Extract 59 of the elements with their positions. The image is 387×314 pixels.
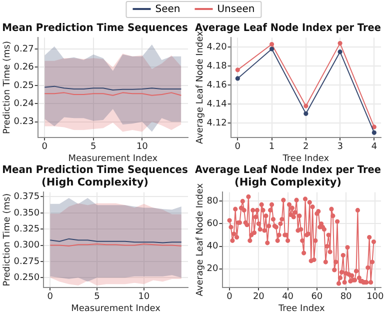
point (338, 50, 342, 54)
x-axis-title: Measurement Index (71, 304, 162, 314)
y-tick-label: 80 (206, 196, 219, 207)
point (235, 68, 240, 72)
point (304, 111, 308, 116)
x-tick-label: 20 (252, 292, 265, 302)
point (235, 76, 240, 81)
x-tick-label: 10 (138, 292, 150, 302)
x-tick-label: 0 (42, 142, 48, 152)
y-axis-title: Prediction Time (ms) (2, 41, 13, 134)
y-axis-title: Average Leaf Node Index (196, 30, 206, 144)
x-tick-label: 3 (337, 142, 343, 152)
y-tick-label: 4.12 (206, 118, 227, 128)
x-tick-label: 0 (226, 292, 233, 302)
y-tick-label: 0.25 (14, 80, 34, 91)
point (338, 41, 342, 46)
x-tick-label: 100 (366, 292, 384, 302)
chart-title: Mean Prediction Time Sequences (2, 22, 188, 34)
y-tick-label: 0.24 (14, 98, 34, 109)
y-tick-label: 40 (206, 242, 219, 252)
x-tick-label: 5 (90, 142, 96, 152)
x-tick-label: 1 (268, 142, 275, 152)
y-tick-label: 20 (206, 264, 219, 274)
x-tick-label: 0 (234, 142, 241, 152)
y-axis-title: Average Leaf Node Index (196, 182, 206, 296)
x-tick-label: 4 (371, 142, 378, 152)
y-tick-label: 60 (206, 219, 219, 230)
x-tick-label: 60 (311, 292, 323, 302)
legend-label: Seen (154, 4, 180, 15)
x-axis-title: Measurement Index (68, 154, 158, 164)
x-axis-title: Tree Index (282, 154, 330, 164)
x-tick-label: 10 (136, 142, 148, 152)
y-axis-title: Prediction Time (ms) (2, 193, 13, 286)
point (372, 124, 376, 130)
y-tick-label: 4.20 (206, 42, 228, 52)
y-tick-label: 0.23 (14, 117, 34, 128)
chart-title: Mean Prediction Time Sequences (High Complexity) (2, 164, 188, 189)
y-tick-label: 0.325 (14, 224, 40, 234)
y-tick-label: 0.250 (14, 273, 40, 284)
x-tick-label: 80 (340, 292, 352, 302)
y-tick-label: 4.16 (206, 80, 228, 90)
y-tick-label: 0.275 (14, 256, 40, 267)
x-tick-label: 5 (94, 292, 100, 302)
y-tick-label: 0.300 (14, 240, 40, 251)
legend-label: Unseen (216, 4, 255, 15)
y-tick-label: 0.26 (14, 62, 34, 73)
x-axis-title: Tree Index (277, 304, 326, 314)
x-tick-label: 2 (303, 142, 309, 152)
y-tick-label: 4.18 (206, 61, 228, 72)
y-tick-label: 0.350 (14, 208, 40, 218)
point (304, 104, 308, 108)
y-tick-label: 0.375 (14, 192, 40, 202)
x-tick-label: 40 (282, 292, 294, 302)
point (269, 46, 274, 52)
x-tick-label: 0 (47, 292, 54, 302)
point (372, 130, 376, 135)
point (269, 42, 274, 47)
y-tick-label: 4.14 (206, 99, 228, 110)
y-tick-label: 0.27 (14, 44, 34, 54)
